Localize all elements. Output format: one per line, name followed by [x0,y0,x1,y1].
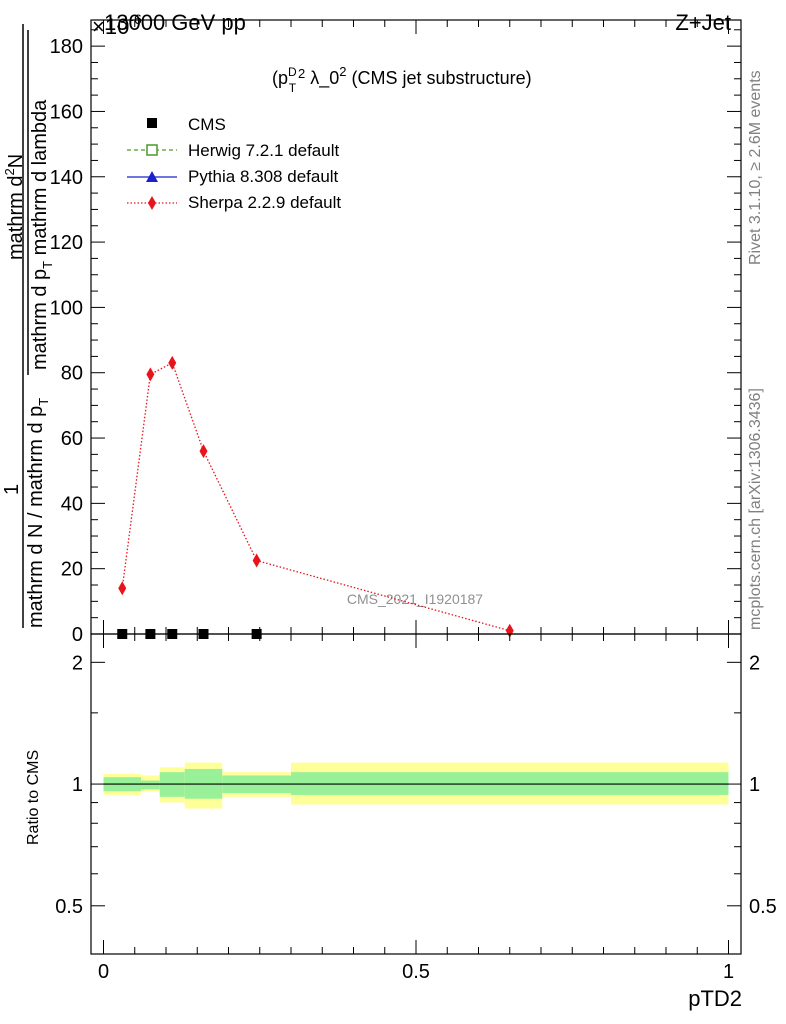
ratio-tick-labels: 0.5 0.5 1 1 2 2 [55,652,777,917]
main-ytick-label: 180 [50,36,83,58]
main-ytick-label: 20 [61,559,83,581]
main-ytick-label: 120 [50,232,83,254]
ratio-ticks [91,634,741,954]
series-sherpa [118,355,514,638]
sherpa-line [121,362,510,632]
sherpa-point [168,355,177,370]
ylabel-denominator: mathrm d pT mathrm d lambda [29,99,55,370]
legend-label-pythia: Pythia 8.308 default [188,167,339,186]
main-ytick-label: 160 [50,101,83,123]
main-ytick-label: 0 [72,624,83,646]
x-tick-label: 0.5 [402,961,430,983]
ratio-ytick-label-right: 1 [749,774,760,796]
energy-label: 13000 GeV pp [104,10,246,35]
ratio-ytick-label: 1 [72,774,83,796]
x-tick-labels: 0 0.5 1 [98,961,734,983]
ratio-ytick-label-right: 2 [749,652,760,674]
rivet-note: Rivet 3.1.10, ≥ 2.6M events [747,70,764,265]
ratio-ytick-label: 0.5 [55,896,83,918]
ylabel-prefix-denominator: mathrm d N / mathrm d pT [25,398,51,628]
legend: CMS Herwig 7.2.1 default Pythia 8.308 de… [127,115,341,212]
sherpa-point [146,367,155,382]
legend-label-cms: CMS [188,115,226,134]
legend-marker-sherpa [148,196,156,210]
ylabel-prefix-one: 1 [1,484,23,495]
chart-title: (pD T2 λ_02 (CMS jet substructure) [272,64,532,95]
legend-label-sherpa: Sherpa 2.2.9 default [188,193,341,212]
x-tick-label: 0 [98,961,109,983]
main-tick-labels: 0 20 40 60 80 100 120 140 160 180 [50,36,83,646]
main-ytick-label: 100 [50,297,83,319]
mcplots-note: mcplots.cern.ch [arXiv:1306.3436] [747,388,764,630]
ylabel-numerator: mathrm d2N [2,154,27,260]
main-ytick-label: 140 [50,167,83,189]
main-ytick-label: 80 [61,363,83,385]
main-ylabel: mathrm d2N mathrm d pT mathrm d lambda 1… [1,24,55,628]
exponent-label: ×10-6 [92,11,142,39]
legend-marker-herwig [146,144,158,156]
ratio-ylabel: Ratio to CMS [25,750,42,845]
main-panel: 0 20 40 60 80 100 120 140 160 180 (pD T2 λ_02 (CMS… [50,19,742,646]
sherpa-point [252,553,261,568]
main-ytick-label: 60 [61,428,83,450]
ratio-bands [103,762,729,809]
exponent-power: -6 [129,11,142,27]
legend-marker-cms [147,118,157,128]
main-ticks [91,20,741,635]
exponent-times: ×10 [92,14,129,39]
process-label: Z+Jet [675,10,731,35]
legend-marker-pythia [146,171,158,182]
ratio-stat-band [141,780,160,790]
sherpa-point [118,581,127,596]
ratio-panel: 0.5 0.51 12 2 0 0.5 1 Ratio to CMS pTD2 [25,633,777,1011]
main-frame [90,19,742,635]
ratio-ytick-label: 2 [72,652,83,674]
x-tick-label: 1 [723,961,734,983]
x-axis-label: pTD2 [688,986,742,1011]
sherpa-point [199,444,208,459]
ratio-ytick-label-right: 0.5 [749,896,777,918]
main-ytick-label: 40 [61,493,83,515]
legend-label-herwig: Herwig 7.2.1 default [188,141,339,160]
